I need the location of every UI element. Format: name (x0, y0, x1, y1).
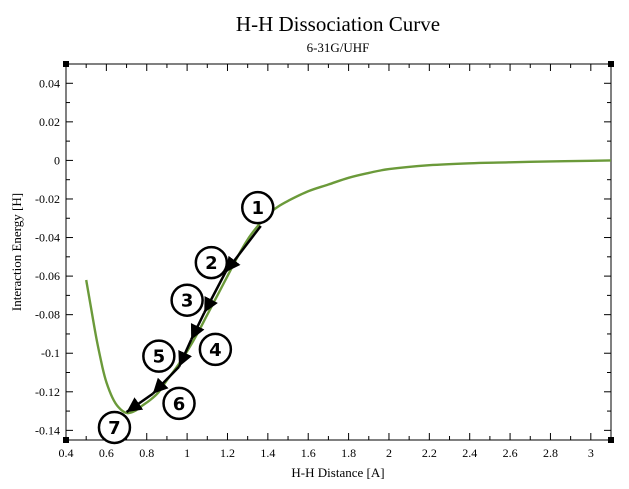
series-line (85, 159, 612, 415)
y-tick-label: 0 (54, 153, 60, 167)
step-label: 1 (251, 198, 264, 219)
y-tick-label: -0.1 (41, 346, 60, 360)
y-tick-label: -0.08 (35, 308, 60, 322)
y-tick-label: -0.04 (35, 231, 60, 245)
y-tick-label: -0.06 (35, 269, 60, 283)
chart-subtitle: 6-31G/UHF (307, 40, 370, 55)
step-label: 4 (209, 340, 222, 361)
x-tick-label: 0.6 (99, 446, 114, 460)
x-tick-label: 2 (386, 446, 392, 460)
corner-handle (608, 437, 614, 443)
path-arrow (224, 225, 262, 274)
x-axis-ticks: 0.4 0.6 0.8 1 1.2 1.4 1.6 1.8 2 2.2 2.4 2.6 2.8 3 (59, 64, 594, 460)
step-marker-5: 5 (142, 339, 176, 373)
x-axis-label: H-H Distance [A] (291, 465, 384, 480)
x-tick-label: 2.2 (422, 446, 437, 460)
y-axis-ticks: 0.04 0.02 0 -0.02 -0.04 -0.06 -0.08 -0.1 -0.12 -0… (35, 76, 611, 437)
x-tick-label: 1.6 (301, 446, 316, 460)
step-circle (97, 410, 132, 445)
x-tick-label: 2.8 (543, 446, 558, 460)
corner-handles (63, 61, 614, 443)
chart-title: H-H Dissociation Curve (236, 12, 440, 36)
y-tick-label: -0.14 (35, 423, 60, 437)
plot-frame (65, 63, 612, 441)
y-tick-label: 0.04 (39, 76, 60, 90)
step-label: 6 (173, 394, 186, 415)
step-label: 7 (108, 418, 121, 439)
x-tick-label: 1.2 (220, 446, 235, 460)
x-tick-label: 0.4 (59, 446, 74, 460)
x-tick-label: 2.6 (503, 446, 518, 460)
step-circle (194, 245, 229, 280)
step-label: 2 (205, 253, 218, 274)
x-tick-label: 1 (184, 446, 190, 460)
x-tick-label: 2.4 (462, 446, 477, 460)
y-axis-label: Interaction Energy [H] (9, 193, 24, 311)
y-tick-label: -0.02 (35, 192, 60, 206)
step-circle (142, 339, 176, 373)
path-arrow (190, 312, 206, 341)
step-marker-6: 6 (162, 386, 196, 421)
path-arrow (151, 365, 180, 395)
step-marker-2: 2 (194, 245, 229, 280)
x-tick-label: 0.8 (139, 446, 154, 460)
step-circle (198, 332, 233, 367)
y-tick-label: 0.02 (39, 115, 60, 129)
corner-handle (608, 61, 614, 67)
x-tick-label: 3 (588, 446, 594, 460)
y-tick-label: -0.12 (35, 385, 60, 399)
x-tick-label: 1.8 (341, 446, 356, 460)
path-arrow (177, 339, 193, 368)
step-marker-4: 4 (198, 332, 233, 367)
step-circle (241, 190, 275, 225)
step-circle (162, 386, 196, 421)
step-label: 5 (153, 347, 166, 368)
path-arrows (125, 225, 262, 414)
step-label: 3 (181, 291, 194, 312)
step-marker-7: 7 (97, 410, 132, 445)
step-circle (170, 283, 204, 317)
path-arrow (125, 392, 154, 414)
step-marker-1: 1 (241, 190, 275, 225)
path-arrow (203, 271, 227, 314)
step-marker-3: 3 (170, 283, 204, 317)
x-tick-label: 1.4 (260, 446, 275, 460)
